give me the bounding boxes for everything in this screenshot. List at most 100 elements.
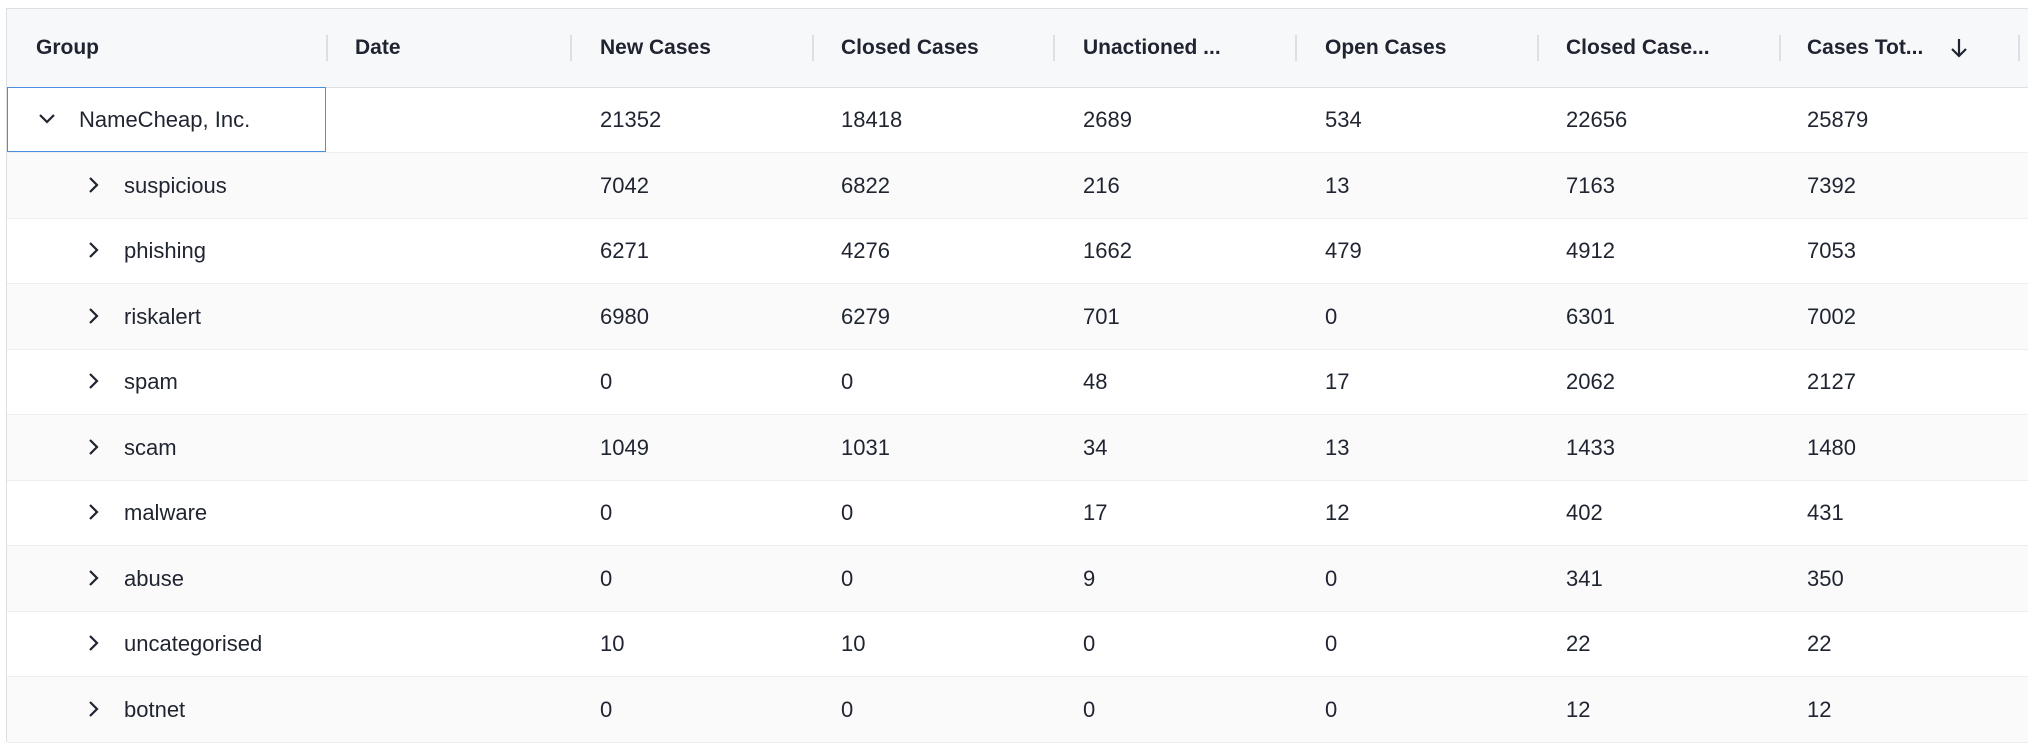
grid-row[interactable]: suspicious 7042 6822 216 13 7163 7392 <box>7 152 2028 219</box>
value-cell: 6271 <box>600 238 649 263</box>
value-cell: 431 <box>1807 500 1844 525</box>
value-cell: 6980 <box>600 303 649 329</box>
value-cell: 17 <box>1325 369 1350 394</box>
value-cell: 10 <box>600 631 625 656</box>
column-header[interactable]: Group <box>36 36 99 59</box>
column-header[interactable]: New Cases <box>600 36 711 59</box>
value-cell: 341 <box>1566 565 1603 591</box>
value-cell: 0 <box>1325 696 1338 722</box>
column-separator <box>1053 35 1055 61</box>
column-header[interactable]: Closed Case... <box>1566 36 1710 59</box>
column-header[interactable]: Cases Tot... <box>1807 36 1924 59</box>
group-cell: riskalert <box>124 303 202 329</box>
value-cell: 7053 <box>1807 238 1856 263</box>
group-cell: suspicious <box>124 172 227 198</box>
expand-toggle[interactable] <box>84 502 104 522</box>
value-cell: 22 <box>1566 631 1591 656</box>
value-cell: 6301 <box>1566 303 1615 329</box>
grid-row[interactable]: NameCheap, Inc. 21352 18418 2689 534 22656 258… <box>7 87 2028 153</box>
value-cell: 7392 <box>1807 172 1856 198</box>
value-cell: 0 <box>841 500 854 525</box>
value-cell: 25879 <box>1807 107 1869 132</box>
value-cell: 534 <box>1325 107 1362 132</box>
group-cell: uncategorised <box>124 631 263 656</box>
value-cell: 216 <box>1083 172 1120 198</box>
value-cell: 12 <box>1807 696 1832 722</box>
value-cell: 0 <box>600 565 613 591</box>
grid-row[interactable]: spam 0 0 48 17 2062 2127 <box>7 349 2028 415</box>
value-cell: 701 <box>1083 303 1120 329</box>
value-cell: 0 <box>841 369 854 394</box>
value-cell: 22656 <box>1566 107 1628 132</box>
value-cell: 1662 <box>1083 238 1132 263</box>
grid-row[interactable]: malware 0 0 17 12 402 431 <box>7 480 2028 546</box>
expand-toggle[interactable] <box>84 371 104 391</box>
value-cell: 13 <box>1325 172 1350 198</box>
value-cell: 4276 <box>841 238 890 263</box>
column-separator <box>570 35 572 61</box>
column-separator <box>812 35 814 61</box>
expand-toggle[interactable] <box>84 437 104 457</box>
value-cell: 7042 <box>600 172 649 198</box>
grid-row[interactable]: phishing 6271 4276 1662 479 4912 7053 <box>7 218 2028 284</box>
group-cell: phishing <box>124 238 206 263</box>
expand-toggle[interactable] <box>37 109 57 129</box>
expand-toggle[interactable] <box>84 306 104 326</box>
value-cell: 0 <box>1083 631 1096 656</box>
value-cell: 12 <box>1325 500 1350 525</box>
expand-toggle[interactable] <box>84 240 104 260</box>
value-cell: 2127 <box>1807 369 1856 394</box>
value-cell: 6279 <box>841 303 890 329</box>
grid-row[interactable]: riskalert 6980 6279 701 0 6301 7002 <box>7 283 2028 350</box>
expand-toggle[interactable] <box>84 699 104 719</box>
value-cell: 13 <box>1325 434 1350 460</box>
grid-row[interactable]: botnet 0 0 0 0 12 12 <box>7 676 2028 743</box>
value-cell: 0 <box>1325 303 1338 329</box>
value-cell: 9 <box>1083 565 1096 591</box>
column-separator <box>2018 35 2020 61</box>
value-cell: 48 <box>1083 369 1108 394</box>
value-cell: 1031 <box>841 434 890 460</box>
value-cell: 0 <box>600 696 613 722</box>
value-cell: 402 <box>1566 500 1603 525</box>
value-cell: 12 <box>1566 696 1591 722</box>
value-cell: 6822 <box>841 172 890 198</box>
grid-row[interactable]: uncategorised 10 10 0 0 22 22 <box>7 611 2028 677</box>
value-cell: 18418 <box>841 107 903 132</box>
value-cell: 0 <box>600 500 613 525</box>
value-cell: 0 <box>841 696 854 722</box>
grid-row[interactable]: abuse 0 0 9 0 341 350 <box>7 545 2028 612</box>
value-cell: 1480 <box>1807 434 1856 460</box>
value-cell: 7002 <box>1807 303 1856 329</box>
value-cell: 7163 <box>1566 172 1615 198</box>
column-separator <box>1295 35 1297 61</box>
value-cell: 2689 <box>1083 107 1132 132</box>
sort-icon[interactable] <box>1949 36 1969 60</box>
value-cell: 1049 <box>600 434 649 460</box>
column-separator <box>1537 35 1539 61</box>
expand-toggle[interactable] <box>84 568 104 588</box>
column-header[interactable]: Closed Cases <box>841 36 979 59</box>
column-header[interactable]: Date <box>355 36 401 59</box>
value-cell: 350 <box>1807 565 1844 591</box>
value-cell: 0 <box>600 369 613 394</box>
value-cell: 2062 <box>1566 369 1615 394</box>
expand-toggle[interactable] <box>84 633 104 653</box>
column-separator <box>1779 35 1781 61</box>
column-header[interactable]: Open Cases <box>1325 36 1447 59</box>
value-cell: 17 <box>1083 500 1108 525</box>
value-cell: 0 <box>1083 696 1096 722</box>
expand-toggle[interactable] <box>84 175 104 195</box>
group-cell: abuse <box>124 565 184 591</box>
group-cell: botnet <box>124 696 186 722</box>
grid-row[interactable]: scam 1049 1031 34 13 1433 1480 <box>7 414 2028 481</box>
column-header[interactable]: Unactioned ... <box>1083 36 1221 59</box>
value-cell: 21352 <box>600 107 662 132</box>
value-cell: 22 <box>1807 631 1832 656</box>
value-cell: 1433 <box>1566 434 1615 460</box>
value-cell: 0 <box>1325 565 1338 591</box>
group-cell: malware <box>124 500 208 525</box>
grid-header: Group Date New Cases Closed Cases Unactioned… <box>7 9 2028 88</box>
value-cell: 10 <box>841 631 866 656</box>
